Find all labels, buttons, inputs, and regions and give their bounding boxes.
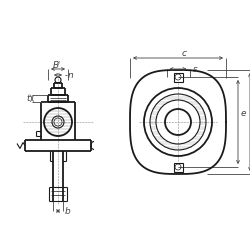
Text: b: b: [65, 206, 71, 216]
Text: Bᴵ: Bᴵ: [53, 60, 61, 70]
Text: s: s: [193, 64, 198, 74]
Bar: [174, 162, 182, 172]
Text: t: t: [26, 94, 30, 103]
Bar: [174, 72, 182, 82]
Text: c: c: [182, 50, 186, 58]
Text: e: e: [240, 110, 246, 118]
Text: n: n: [68, 70, 74, 80]
